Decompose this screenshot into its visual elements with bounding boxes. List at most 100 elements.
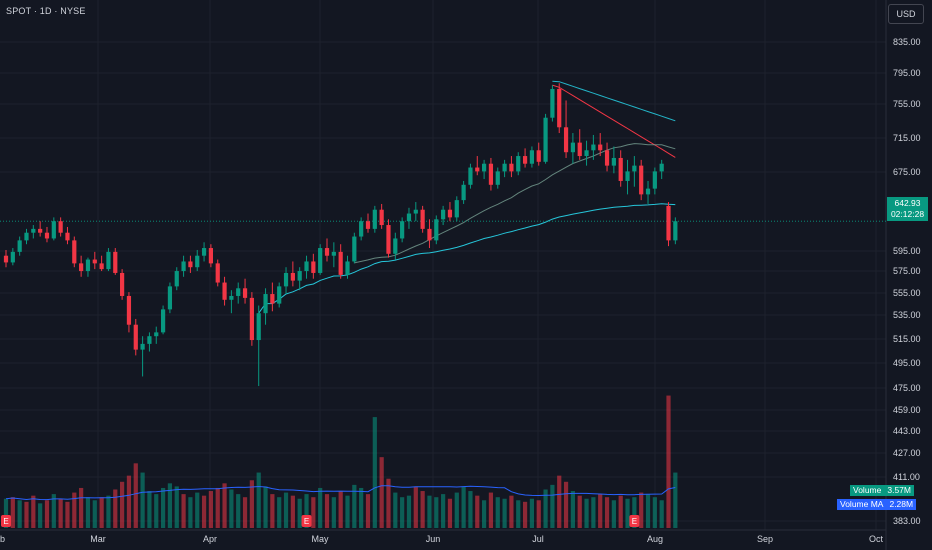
candle-body <box>72 240 77 264</box>
volume-bar-up <box>625 498 630 528</box>
volume-bar-up <box>570 491 575 528</box>
candle-up <box>584 140 589 166</box>
candle-body <box>625 171 630 181</box>
candle-down <box>126 292 132 333</box>
price-tick-label: 675.00 <box>893 167 921 177</box>
candle-up <box>359 217 364 241</box>
earnings-marker[interactable]: E <box>301 515 312 527</box>
volume-bar-down <box>488 492 494 528</box>
volume-bar-down <box>24 501 29 528</box>
candle-body <box>536 150 541 162</box>
earnings-marker[interactable]: E <box>1 515 11 527</box>
volume-bar-down <box>639 492 644 528</box>
price-tick-label: 459.00 <box>893 405 921 415</box>
volume-bar-down <box>208 491 213 528</box>
candle-up <box>393 232 398 260</box>
candle-body <box>44 232 50 239</box>
price-tick-label: 535.00 <box>893 310 921 320</box>
candle-body <box>413 209 418 214</box>
candle-body <box>379 209 384 226</box>
candle-up <box>167 282 173 314</box>
candle-down <box>365 213 371 233</box>
candle-body <box>126 295 132 325</box>
earnings-marker[interactable]: E <box>629 515 640 527</box>
candle-body <box>372 209 377 229</box>
candle-down <box>120 269 125 300</box>
candle-body <box>256 313 261 341</box>
candle-up <box>147 332 152 352</box>
candle-body <box>522 156 528 164</box>
volume-bar-up <box>236 494 241 528</box>
candle-body <box>563 127 569 153</box>
candle-body <box>482 163 487 172</box>
candle-body <box>174 271 179 287</box>
candle-body <box>495 171 500 185</box>
bar-countdown: 02:12:28 <box>890 209 925 219</box>
candle-down <box>133 318 138 356</box>
price-tick-label: 835.00 <box>893 37 921 47</box>
volume-bars <box>3 395 678 528</box>
candle-up <box>229 290 234 314</box>
candle-body <box>673 221 678 241</box>
volume-bar-up <box>454 492 459 528</box>
candle-body <box>386 225 391 254</box>
candle-up <box>263 288 268 325</box>
volume-bar-up <box>17 500 22 528</box>
volume-bar-up <box>400 497 405 528</box>
volume-tag: Volume 3.57M <box>850 485 914 496</box>
candle-body <box>365 221 371 229</box>
candle-body <box>79 263 84 272</box>
candle-body <box>400 221 405 239</box>
volume-bar-down <box>72 492 77 528</box>
volume-ma-tag: Volume MA 2.28M <box>837 499 917 510</box>
candle-down <box>324 238 330 262</box>
candle-body <box>229 295 234 300</box>
earnings-letter: E <box>3 517 8 526</box>
candle-body <box>420 209 425 229</box>
candle-body <box>283 272 289 287</box>
candle-up <box>181 255 186 277</box>
volume-label: Volume <box>850 485 885 496</box>
volume-bar-up <box>318 487 323 528</box>
volume-bar-down <box>311 497 316 528</box>
price-tick-label: 495.00 <box>893 358 921 368</box>
price-tick-label: 475.00 <box>893 383 921 393</box>
candle-body <box>509 163 514 172</box>
candle-up <box>645 180 651 204</box>
volume-bar-down <box>270 494 275 528</box>
currency-button[interactable]: USD <box>888 4 924 24</box>
price-axis[interactable]: 835.00 795.00 755.00 715.00 675.00 595.00 575.… <box>893 37 921 526</box>
candle-body <box>85 259 91 272</box>
candle-body <box>106 251 111 270</box>
candle-body <box>208 248 213 264</box>
time-tick-label: Mar <box>90 534 106 544</box>
candle-down <box>92 251 97 270</box>
time-axis[interactable]: b Mar Apr May Jun Jul Aug Sep Oct <box>0 534 883 544</box>
candle-up <box>570 133 575 164</box>
candle-body <box>611 157 616 166</box>
volume-bar-up <box>441 494 446 528</box>
candle-down <box>577 129 582 160</box>
volume-bar-down <box>604 497 610 528</box>
candle-body <box>181 261 186 272</box>
candle-down <box>536 142 541 166</box>
candle-up <box>195 249 200 272</box>
volume-ma-line <box>5 485 676 501</box>
volume-bar-up <box>461 486 466 528</box>
candle-down <box>420 205 425 233</box>
candle-body <box>331 251 336 256</box>
price-tick-label: 715.00 <box>893 133 921 143</box>
candle-body <box>359 221 364 237</box>
volume-bar-up <box>229 489 234 528</box>
candle-up <box>591 134 596 160</box>
candle-body <box>659 163 664 172</box>
candle-up <box>482 159 487 180</box>
earnings-badge <box>629 515 640 527</box>
price-tick-label: 383.00 <box>893 516 921 526</box>
candle-body <box>632 165 637 172</box>
candle-down <box>188 255 193 273</box>
volume-bar-down <box>99 497 104 528</box>
volume-bar-down <box>447 498 453 528</box>
